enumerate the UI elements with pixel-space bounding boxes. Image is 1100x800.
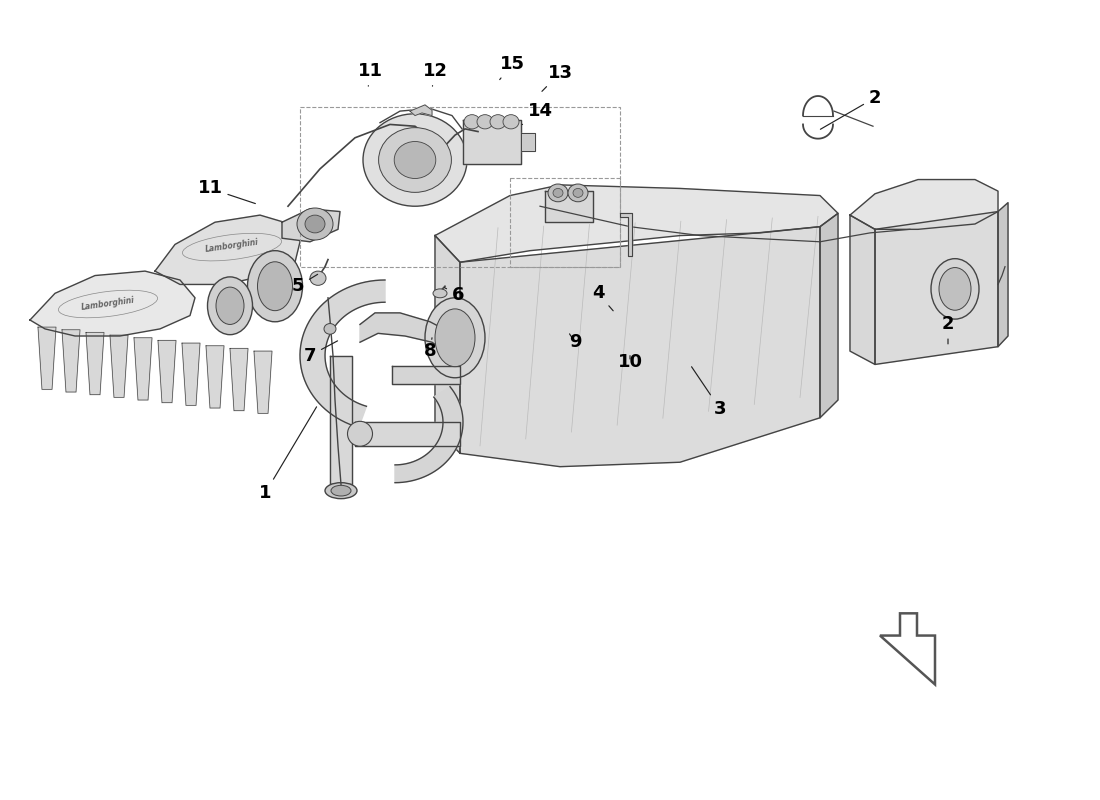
Polygon shape	[155, 215, 300, 285]
Polygon shape	[230, 349, 248, 410]
Polygon shape	[463, 120, 521, 165]
Ellipse shape	[216, 287, 244, 325]
Circle shape	[305, 215, 324, 233]
Ellipse shape	[324, 482, 358, 498]
Polygon shape	[521, 134, 535, 151]
Polygon shape	[998, 202, 1008, 346]
Circle shape	[378, 128, 451, 192]
Polygon shape	[30, 271, 195, 336]
Ellipse shape	[939, 267, 971, 310]
Text: 2: 2	[821, 89, 881, 130]
Polygon shape	[254, 351, 272, 414]
Ellipse shape	[931, 258, 979, 319]
Ellipse shape	[331, 486, 351, 496]
Circle shape	[363, 114, 468, 206]
Polygon shape	[434, 235, 460, 454]
Ellipse shape	[348, 422, 373, 446]
Polygon shape	[158, 341, 176, 402]
Polygon shape	[300, 280, 385, 427]
Text: 13: 13	[542, 64, 572, 91]
Text: 9: 9	[569, 334, 581, 351]
Text: 8: 8	[424, 338, 437, 360]
Ellipse shape	[433, 289, 447, 298]
Text: 10: 10	[617, 353, 642, 370]
Polygon shape	[820, 214, 838, 418]
Ellipse shape	[257, 262, 293, 310]
Polygon shape	[134, 338, 152, 400]
Ellipse shape	[434, 309, 475, 366]
Circle shape	[573, 189, 583, 198]
Circle shape	[297, 208, 333, 240]
Text: 12: 12	[422, 62, 448, 86]
Ellipse shape	[248, 250, 302, 322]
Polygon shape	[850, 215, 875, 365]
Polygon shape	[206, 346, 224, 408]
Ellipse shape	[208, 277, 253, 334]
Text: Lamborghini: Lamborghini	[80, 296, 135, 312]
Polygon shape	[392, 366, 460, 384]
Text: 5: 5	[292, 274, 318, 295]
Circle shape	[568, 184, 588, 202]
Circle shape	[324, 323, 336, 334]
Circle shape	[490, 114, 506, 129]
Text: 6: 6	[444, 286, 464, 304]
Polygon shape	[330, 355, 352, 485]
Ellipse shape	[425, 298, 485, 378]
Text: 11: 11	[358, 62, 383, 86]
Polygon shape	[620, 214, 632, 256]
Polygon shape	[86, 333, 104, 394]
Text: Lamborghini: Lamborghini	[205, 238, 260, 254]
Circle shape	[310, 271, 326, 286]
Circle shape	[477, 114, 493, 129]
Text: 3: 3	[692, 366, 726, 418]
Text: 7: 7	[304, 341, 338, 365]
Text: 1: 1	[258, 407, 317, 502]
Circle shape	[553, 189, 563, 198]
Polygon shape	[395, 386, 463, 482]
Polygon shape	[434, 185, 838, 262]
Polygon shape	[874, 211, 998, 365]
Text: 4: 4	[592, 284, 613, 310]
Polygon shape	[182, 343, 200, 406]
Circle shape	[548, 184, 568, 202]
Polygon shape	[850, 179, 998, 230]
Polygon shape	[410, 105, 432, 115]
Polygon shape	[355, 422, 460, 446]
Circle shape	[503, 114, 519, 129]
Polygon shape	[282, 209, 340, 242]
Polygon shape	[39, 327, 56, 390]
Circle shape	[394, 142, 436, 178]
Polygon shape	[62, 330, 80, 392]
Text: 11: 11	[198, 179, 255, 203]
Text: 15: 15	[499, 55, 525, 79]
Polygon shape	[110, 335, 128, 398]
Polygon shape	[360, 313, 452, 351]
Circle shape	[464, 114, 480, 129]
Text: 2: 2	[942, 315, 955, 344]
Text: 14: 14	[522, 102, 552, 125]
Polygon shape	[460, 226, 820, 466]
Polygon shape	[544, 191, 593, 222]
